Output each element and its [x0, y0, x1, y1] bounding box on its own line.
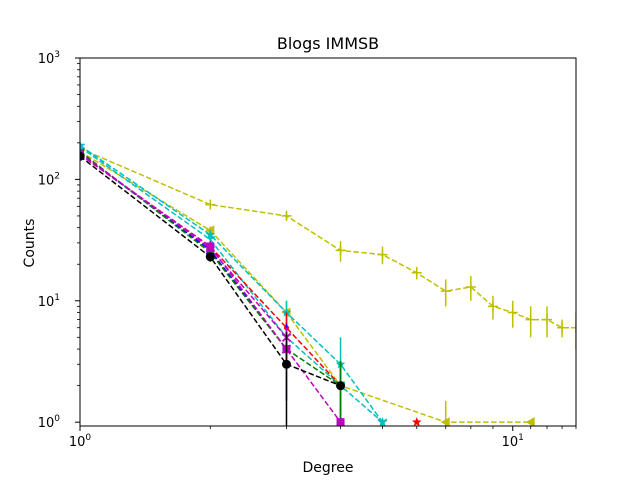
square-marker	[206, 242, 215, 251]
plus-marker	[411, 267, 422, 278]
plus-marker	[557, 322, 568, 333]
series-line	[80, 150, 531, 423]
star-marker	[281, 307, 292, 317]
plus-marker	[507, 307, 518, 318]
series-line	[80, 153, 342, 423]
circle-marker	[80, 151, 85, 161]
plus-marker	[335, 245, 346, 256]
plus-marker	[440, 286, 451, 297]
plus-marker	[465, 281, 476, 292]
series-5	[412, 417, 422, 426]
plus-marker	[525, 314, 536, 325]
data-layer	[80, 140, 576, 426]
plus-marker	[571, 322, 576, 333]
triangle-left-marker	[525, 417, 535, 426]
axes-frame	[79, 57, 577, 427]
series-line	[80, 150, 341, 387]
plus-marker	[377, 249, 388, 260]
plus-marker	[487, 301, 498, 312]
star-marker	[412, 417, 422, 426]
square-marker	[336, 418, 345, 426]
tri-down-marker	[377, 418, 388, 426]
series-line	[80, 155, 341, 387]
circle-marker	[205, 252, 215, 262]
tri-down-marker	[80, 143, 85, 152]
circle-marker	[281, 359, 291, 369]
chart-title: Blogs IMMSB	[277, 34, 379, 53]
star-marker	[205, 229, 216, 239]
series-10	[80, 151, 346, 426]
y-axis-label: Counts	[22, 219, 38, 268]
circle-marker	[336, 381, 346, 391]
plus-marker	[281, 210, 292, 221]
x-axis-label: Degree	[303, 460, 354, 476]
plus-marker	[205, 199, 216, 210]
plus-marker	[542, 314, 553, 325]
triangle-left-marker	[440, 417, 450, 426]
